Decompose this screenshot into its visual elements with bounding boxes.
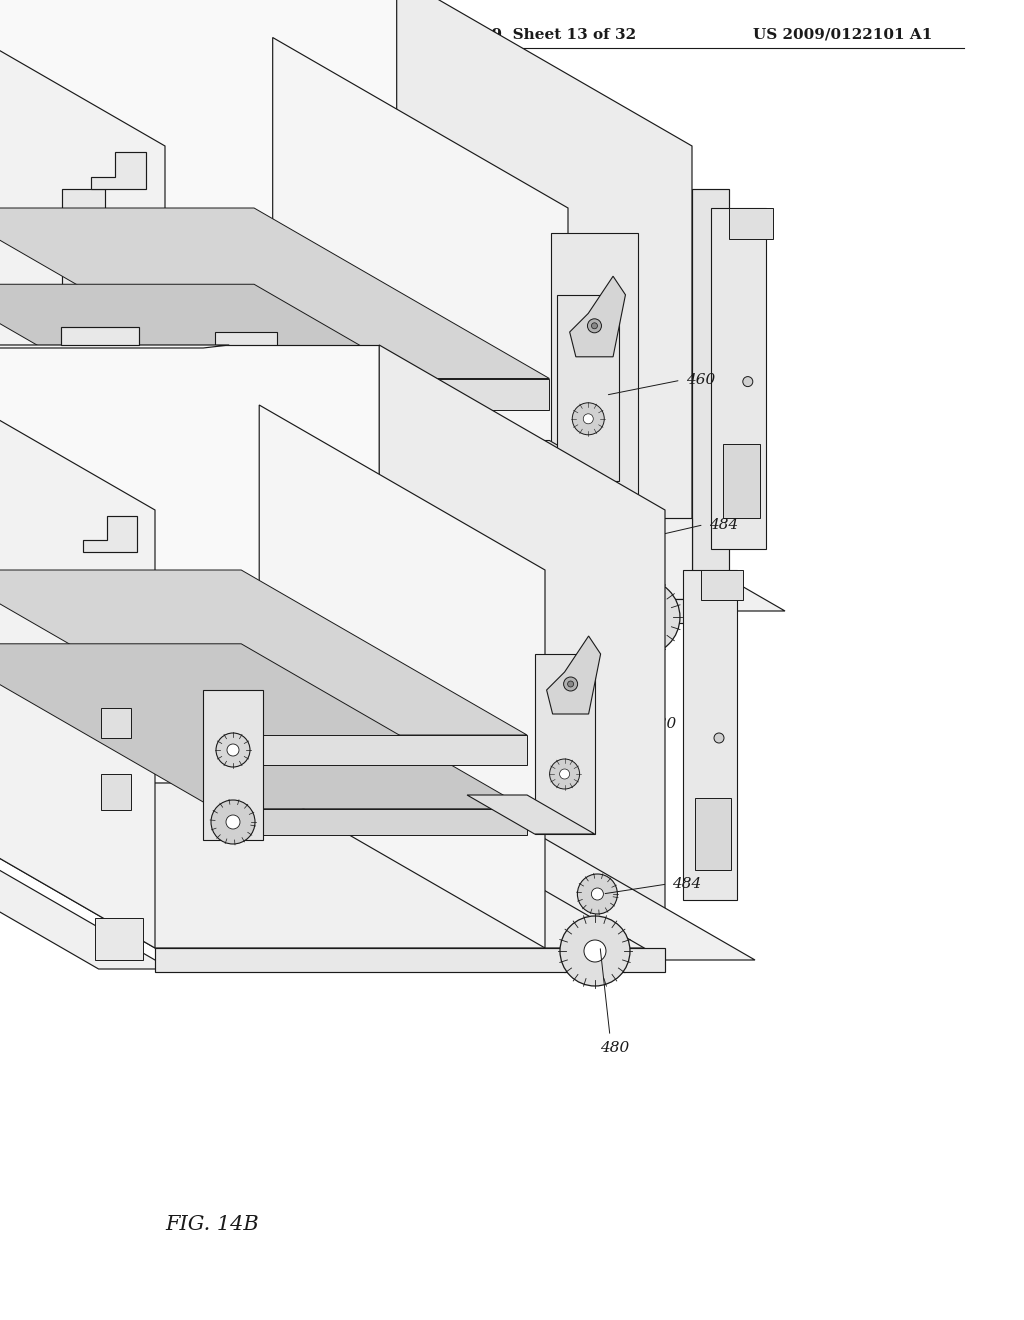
Polygon shape: [557, 294, 620, 480]
Polygon shape: [0, 432, 181, 620]
Text: 480: 480: [647, 717, 677, 731]
Circle shape: [221, 445, 269, 492]
Polygon shape: [165, 517, 692, 598]
Polygon shape: [101, 774, 131, 810]
Circle shape: [240, 388, 252, 400]
Circle shape: [550, 759, 580, 789]
Polygon shape: [95, 917, 143, 960]
Polygon shape: [729, 209, 772, 239]
Circle shape: [714, 733, 724, 743]
Circle shape: [560, 916, 630, 986]
Circle shape: [563, 677, 578, 690]
Polygon shape: [487, 441, 620, 480]
Circle shape: [604, 579, 680, 655]
Polygon shape: [701, 570, 743, 601]
Polygon shape: [364, 785, 755, 960]
Polygon shape: [215, 333, 276, 487]
Text: 432: 432: [598, 611, 628, 624]
Polygon shape: [0, 428, 692, 598]
Polygon shape: [0, 783, 665, 948]
Text: US 2009/0122101 A1: US 2009/0122101 A1: [753, 28, 932, 42]
Polygon shape: [259, 405, 545, 948]
Circle shape: [211, 800, 255, 843]
Circle shape: [559, 770, 569, 779]
Circle shape: [227, 376, 263, 412]
Circle shape: [238, 461, 254, 477]
Polygon shape: [0, 785, 171, 969]
Polygon shape: [379, 345, 665, 948]
Circle shape: [584, 413, 593, 424]
Circle shape: [592, 888, 603, 900]
Polygon shape: [683, 570, 737, 900]
Polygon shape: [83, 516, 137, 552]
Polygon shape: [396, 0, 692, 598]
Polygon shape: [227, 735, 527, 766]
Polygon shape: [0, 570, 527, 735]
Text: 484: 484: [673, 876, 701, 891]
Text: May 14, 2009  Sheet 13 of 32: May 14, 2009 Sheet 13 of 32: [387, 28, 637, 42]
Polygon shape: [155, 948, 665, 972]
Polygon shape: [103, 568, 153, 611]
Polygon shape: [0, 428, 165, 598]
Circle shape: [226, 814, 240, 829]
Circle shape: [627, 533, 641, 546]
Polygon shape: [0, 345, 229, 348]
Polygon shape: [695, 799, 731, 870]
Circle shape: [567, 681, 573, 686]
Polygon shape: [692, 189, 729, 598]
Polygon shape: [0, 0, 165, 598]
Polygon shape: [110, 351, 140, 381]
Circle shape: [216, 733, 250, 767]
Polygon shape: [0, 209, 550, 379]
Polygon shape: [203, 690, 263, 840]
Text: 484: 484: [709, 517, 738, 532]
Polygon shape: [272, 37, 568, 598]
Text: FIG. 14A: FIG. 14A: [200, 880, 294, 899]
Polygon shape: [381, 432, 785, 611]
Polygon shape: [101, 708, 131, 738]
Polygon shape: [569, 276, 626, 356]
Circle shape: [592, 323, 597, 329]
Text: 480: 480: [600, 1041, 630, 1055]
Polygon shape: [165, 598, 692, 623]
Circle shape: [227, 744, 239, 756]
Text: Patent Application Publication: Patent Application Publication: [92, 28, 354, 42]
Circle shape: [611, 517, 655, 562]
Circle shape: [742, 376, 753, 387]
Circle shape: [572, 403, 604, 434]
Polygon shape: [90, 152, 146, 189]
Polygon shape: [227, 455, 550, 482]
Polygon shape: [551, 232, 638, 593]
Polygon shape: [0, 644, 527, 809]
Text: FIG. 14B: FIG. 14B: [165, 1216, 259, 1234]
Polygon shape: [723, 444, 760, 517]
Polygon shape: [215, 809, 527, 836]
Polygon shape: [240, 379, 550, 409]
Polygon shape: [61, 327, 139, 345]
Polygon shape: [61, 189, 105, 568]
Polygon shape: [0, 284, 550, 455]
Polygon shape: [535, 653, 595, 834]
Circle shape: [588, 319, 601, 333]
Polygon shape: [0, 345, 155, 948]
Polygon shape: [547, 636, 601, 714]
Polygon shape: [0, 345, 379, 783]
Polygon shape: [110, 418, 140, 455]
Circle shape: [584, 940, 606, 962]
Polygon shape: [711, 209, 766, 549]
Polygon shape: [467, 795, 595, 834]
Text: 460: 460: [686, 374, 715, 387]
Polygon shape: [0, 0, 396, 428]
Circle shape: [578, 874, 617, 913]
Polygon shape: [551, 517, 607, 543]
Circle shape: [630, 605, 654, 630]
